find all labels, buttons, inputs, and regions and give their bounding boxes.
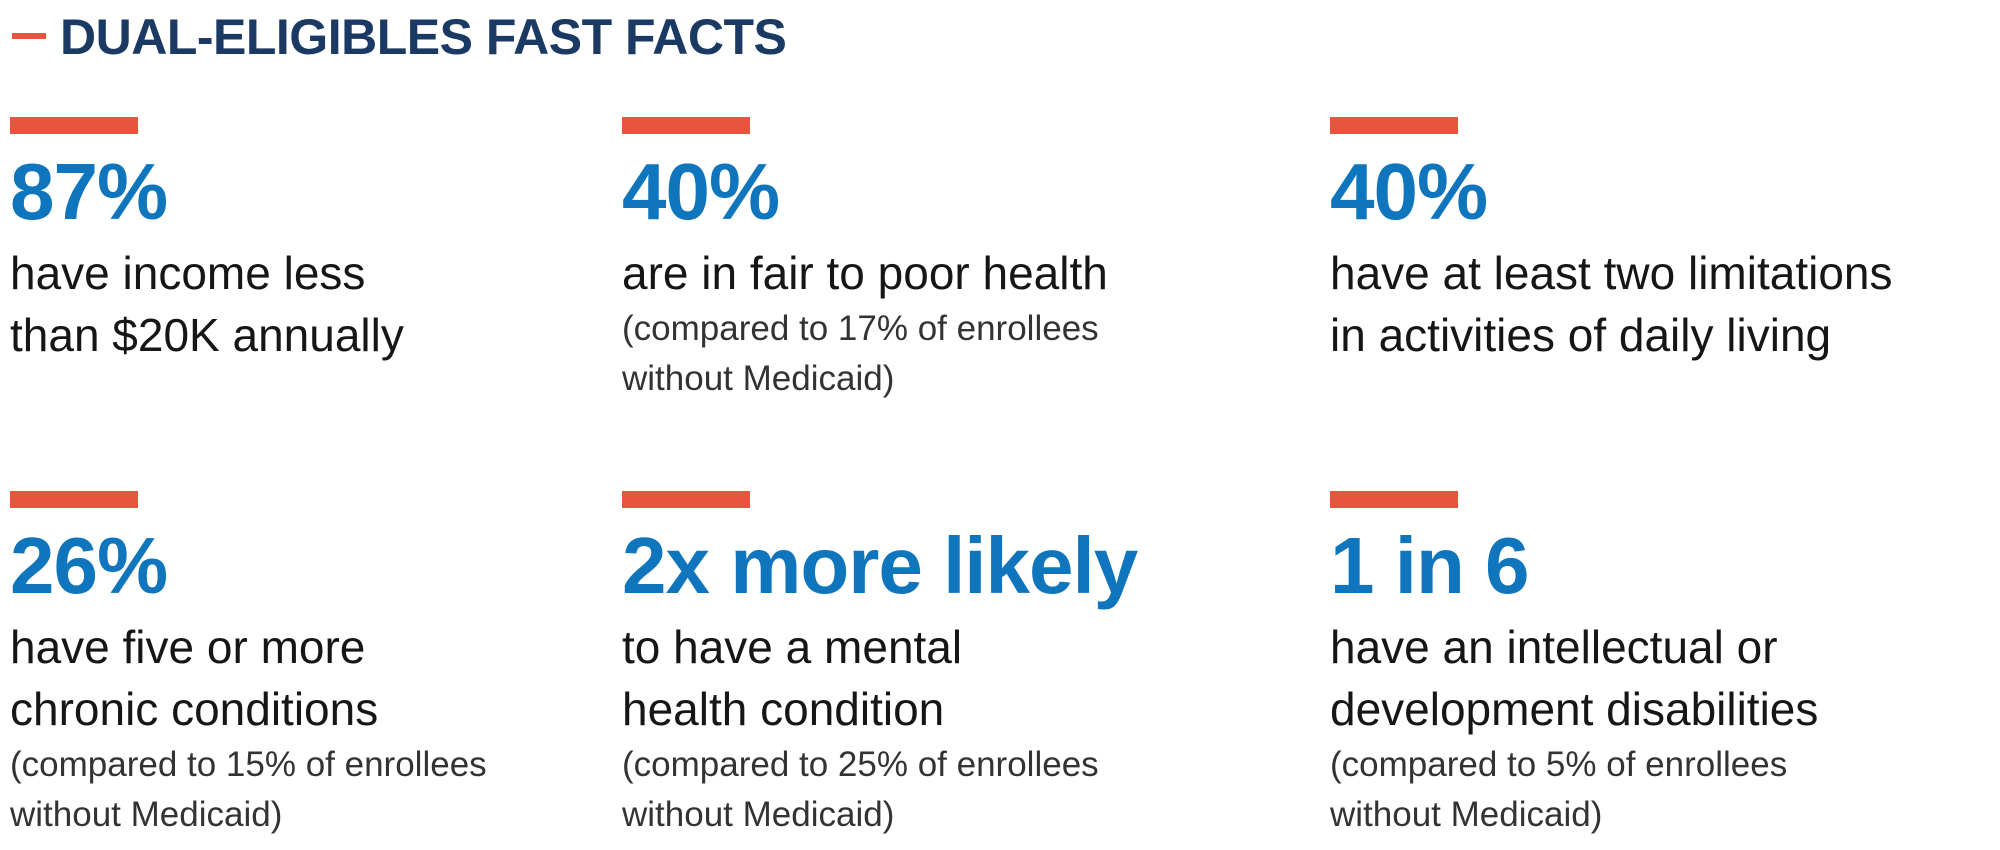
fact-text: have income less bbox=[10, 247, 366, 299]
fact-stat: 87% bbox=[10, 147, 168, 236]
fact-note: (compared to 25% of enrollees bbox=[622, 745, 1099, 784]
fact-text: have at least two limitations bbox=[1330, 247, 1893, 299]
fact-note: without Medicaid) bbox=[622, 359, 895, 398]
fact-stat: 2x more likely bbox=[622, 521, 1138, 610]
accent-bar bbox=[622, 491, 750, 508]
accent-bar bbox=[1330, 491, 1458, 508]
fact-text: than $20K annually bbox=[10, 309, 404, 361]
accent-bar bbox=[622, 117, 750, 134]
accent-bar bbox=[1330, 117, 1458, 134]
fact-note: (compared to 15% of enrollees bbox=[10, 745, 487, 784]
fact-text: in activities of daily living bbox=[1330, 309, 1832, 361]
fact-text: are in fair to poor health bbox=[622, 247, 1108, 299]
fact-text: to have a mental bbox=[622, 621, 963, 673]
fact-note: without Medicaid) bbox=[10, 795, 283, 834]
fact-stat: 40% bbox=[1330, 147, 1488, 236]
fact-card: 87% have income less than $20K annually bbox=[10, 117, 670, 366]
fact-note: (compared to 17% of enrollees bbox=[622, 309, 1099, 348]
fact-note: without Medicaid) bbox=[622, 795, 895, 834]
accent-bar bbox=[10, 117, 138, 134]
fact-card: 1 in 6 have an intellectual or development… bbox=[1330, 491, 1990, 840]
fact-stat: 40% bbox=[622, 147, 780, 236]
fact-card: 40% have at least two limitations in activ… bbox=[1330, 117, 1990, 366]
fact-stat: 26% bbox=[10, 521, 168, 610]
title: DUAL-ELIGIBLES FAST FACTS bbox=[60, 9, 787, 65]
fact-text: development disabilities bbox=[1330, 683, 1819, 735]
fact-card: 2x more likely to have a mental health con… bbox=[622, 491, 1282, 840]
title-dash bbox=[12, 33, 46, 39]
fact-card: 40% are in fair to poor health (compared t… bbox=[622, 117, 1282, 404]
fact-text: health condition bbox=[622, 683, 945, 735]
fact-text: have an intellectual or bbox=[1330, 621, 1778, 673]
fact-text: chronic conditions bbox=[10, 683, 379, 735]
fact-stat: 1 in 6 bbox=[1330, 521, 1530, 610]
fact-note: (compared to 5% of enrollees bbox=[1330, 745, 1788, 784]
fact-text: have five or more bbox=[10, 621, 366, 673]
fact-card: 26% have five or more chronic conditions (c… bbox=[10, 491, 670, 840]
fact-note: without Medicaid) bbox=[1330, 795, 1603, 834]
accent-bar bbox=[10, 491, 138, 508]
